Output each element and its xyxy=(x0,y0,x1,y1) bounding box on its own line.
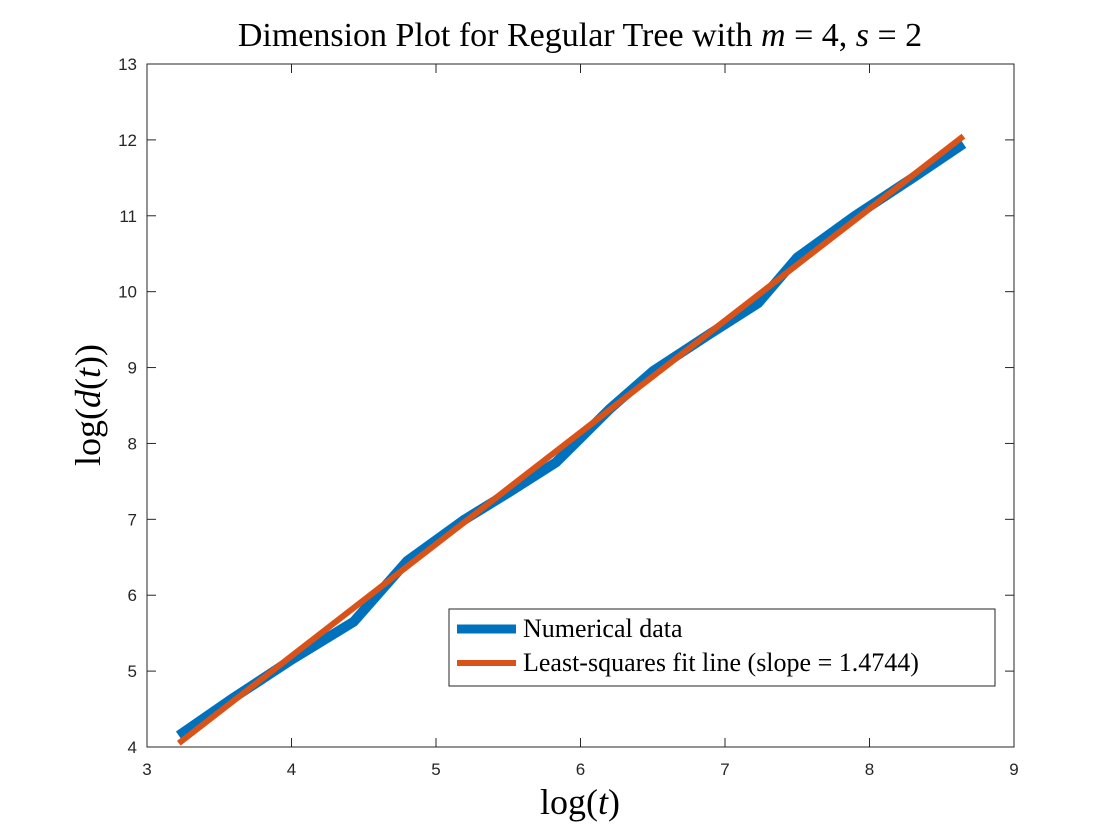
y-tick-label: 10 xyxy=(118,283,137,302)
x-tick-label: 9 xyxy=(1009,760,1018,779)
y-tick-label: 13 xyxy=(118,55,137,74)
series-fit-line xyxy=(176,133,966,746)
legend: Numerical data Least-squares fit line (s… xyxy=(448,608,996,687)
y-tick-label: 7 xyxy=(128,510,137,529)
x-tick-label: 7 xyxy=(720,760,729,779)
y-axis-ticks: 4 5 6 7 8 9 10 11 12 13 xyxy=(118,55,1014,757)
legend-label-fit-line: Least-squares fit line (slope = 1.4744) xyxy=(523,648,919,677)
x-axis-ticks: 3 4 5 6 7 8 9 xyxy=(142,64,1019,779)
y-tick-label: 4 xyxy=(128,738,137,757)
x-tick-label: 4 xyxy=(287,760,296,779)
series-numerical-data-line xyxy=(175,139,967,740)
y-tick-label: 11 xyxy=(119,207,137,226)
y-axis-label: log(d(t)) xyxy=(68,344,108,466)
y-tick-label: 9 xyxy=(128,359,137,378)
series-layer xyxy=(175,133,967,746)
x-tick-label: 6 xyxy=(576,760,585,779)
x-tick-label: 5 xyxy=(431,760,440,779)
y-tick-label: 6 xyxy=(128,586,137,605)
x-tick-label: 8 xyxy=(865,760,874,779)
y-tick-label: 5 xyxy=(128,662,137,681)
legend-box xyxy=(448,608,996,687)
legend-label-numerical-data: Numerical data xyxy=(523,614,683,643)
x-axis-label: log(t) xyxy=(540,782,620,822)
y-tick-label: 12 xyxy=(118,131,137,150)
x-tick-label: 3 xyxy=(142,760,151,779)
chart-title: Dimension Plot for Regular Tree with m =… xyxy=(238,17,922,54)
y-tick-label: 8 xyxy=(128,434,137,453)
